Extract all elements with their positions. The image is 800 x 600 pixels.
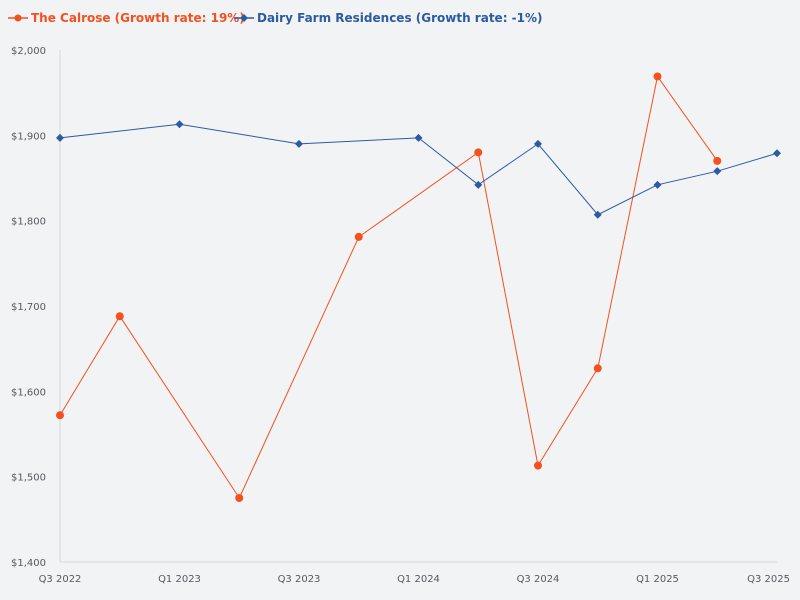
data-point[interactable] <box>534 461 542 470</box>
legend-marker-dairy-farm <box>240 14 248 22</box>
y-tick-label: $1,700 <box>11 302 46 313</box>
legend: The Calrose (Growth rate: 19%) Dairy Far… <box>8 11 543 25</box>
data-point[interactable] <box>414 133 423 142</box>
data-point[interactable] <box>653 72 662 81</box>
x-tick-label: Q3 2025 <box>747 574 790 585</box>
data-point[interactable] <box>115 312 124 321</box>
legend-label-dairy-farm: Dairy Farm Residences (Growth rate: -1%) <box>257 11 543 25</box>
data-point[interactable] <box>713 156 722 165</box>
data-point[interactable] <box>175 120 184 129</box>
series-line-1 <box>59 123 778 216</box>
data-point[interactable] <box>534 139 542 148</box>
data-point[interactable] <box>593 210 602 219</box>
y-tick-label: $1,800 <box>11 217 46 228</box>
data-point[interactable] <box>56 411 64 420</box>
x-tick-label: Q1 2024 <box>397 574 440 585</box>
y-tick-label: $1,900 <box>11 131 46 142</box>
data-point[interactable] <box>593 364 602 373</box>
series-layer <box>56 72 781 502</box>
data-point[interactable] <box>474 180 483 189</box>
data-point[interactable] <box>235 494 244 502</box>
y-tick-label: $1,400 <box>11 558 46 569</box>
x-tick-label: Q1 2023 <box>158 574 201 585</box>
legend-label-calrose: The Calrose (Growth rate: 19%) <box>31 11 245 25</box>
series-0 <box>56 72 722 502</box>
data-point[interactable] <box>713 167 722 176</box>
y-tick-label: $2,000 <box>11 46 46 57</box>
x-tick-label: Q1 2025 <box>636 574 679 585</box>
data-point[interactable] <box>56 133 64 142</box>
data-point[interactable] <box>474 148 483 157</box>
x-tick-label: Q3 2023 <box>278 574 321 585</box>
y-axis-ticks: $1,400 $1,500 $1,600 $1,700 $1,800 $1,900 $2,0… <box>11 46 46 569</box>
x-axis-ticks: Q3 2022 Q1 2023 Q3 2023 Q1 2024 Q3 2024 Q1 20… <box>39 574 790 585</box>
y-tick-label: $1,600 <box>11 387 46 398</box>
data-point[interactable] <box>354 232 363 241</box>
series-1 <box>56 120 781 219</box>
legend-marker-calrose <box>14 14 22 22</box>
data-point[interactable] <box>653 180 662 189</box>
x-tick-label: Q3 2024 <box>517 574 560 585</box>
x-tick-label: Q3 2022 <box>39 574 82 585</box>
legend-item-calrose[interactable]: The Calrose (Growth rate: 19%) <box>8 11 245 25</box>
data-point[interactable] <box>295 139 303 148</box>
legend-item-dairy-farm[interactable]: Dairy Farm Residences (Growth rate: -1%) <box>234 11 543 25</box>
y-tick-label: $1,500 <box>11 473 46 484</box>
data-point[interactable] <box>773 149 781 158</box>
